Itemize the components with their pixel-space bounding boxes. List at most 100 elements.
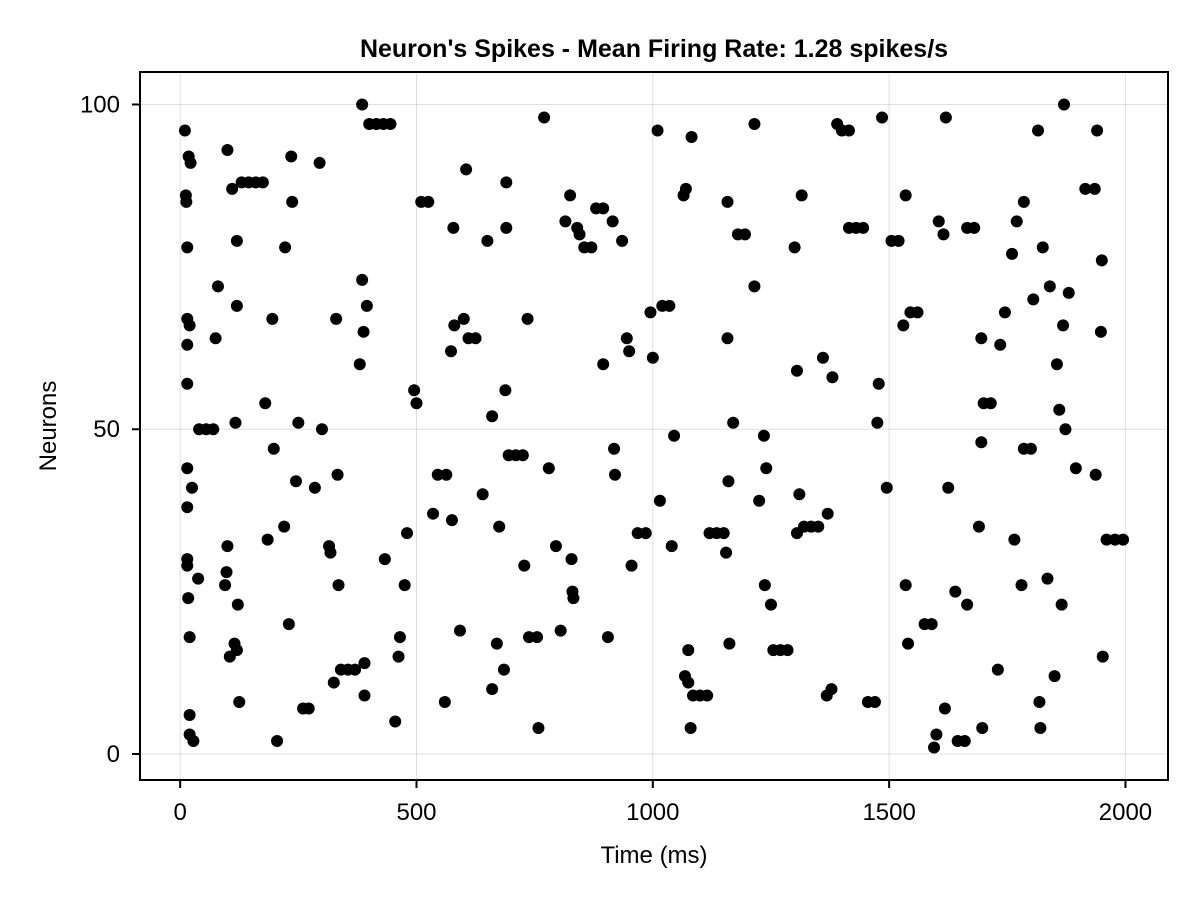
spike-point-189 — [793, 488, 806, 501]
spike-point-213 — [897, 319, 910, 332]
spike-point-45 — [266, 312, 279, 325]
spike-point-102 — [469, 332, 482, 345]
spike-point-105 — [486, 683, 499, 696]
spike-point-259 — [1053, 403, 1066, 416]
spike-point-46 — [267, 442, 280, 455]
spike-point-266 — [1079, 182, 1092, 195]
spike-markers — [178, 98, 1130, 754]
spike-point-49 — [279, 241, 292, 254]
spike-point-140 — [609, 468, 622, 481]
spike-point-52 — [286, 195, 299, 208]
spike-point-178 — [753, 494, 766, 507]
spike-point-106 — [486, 410, 499, 423]
spike-point-109 — [497, 663, 510, 676]
spike-point-131 — [573, 228, 586, 241]
spike-point-61 — [324, 546, 337, 559]
spike-point-111 — [500, 176, 513, 189]
spike-point-3 — [181, 241, 194, 254]
spike-point-231 — [961, 598, 974, 611]
spike-point-240 — [991, 663, 1004, 676]
spike-point-236 — [975, 332, 988, 345]
spike-point-153 — [665, 540, 678, 553]
spike-point-64 — [331, 468, 344, 481]
spike-point-172 — [723, 637, 736, 650]
spike-point-181 — [760, 462, 773, 475]
spike-point-65 — [332, 579, 345, 592]
spike-point-272 — [1096, 650, 1109, 663]
spike-point-242 — [998, 306, 1011, 319]
spike-point-264 — [1062, 286, 1075, 299]
spike-point-37 — [231, 598, 244, 611]
spike-point-74 — [358, 689, 371, 702]
spike-point-251 — [1032, 124, 1045, 137]
spike-point-275 — [1117, 533, 1130, 546]
spike-point-83 — [393, 631, 406, 644]
spike-point-121 — [538, 111, 551, 124]
spike-point-43 — [259, 397, 272, 410]
spike-point-91 — [431, 468, 444, 481]
spike-point-246 — [1015, 579, 1028, 592]
spike-point-182 — [764, 598, 777, 611]
spike-point-31 — [226, 182, 239, 195]
spike-point-108 — [493, 520, 506, 533]
spike-point-256 — [1043, 280, 1056, 293]
spike-point-168 — [720, 546, 733, 559]
spike-point-72 — [357, 325, 370, 338]
spike-point-68 — [349, 663, 362, 676]
spike-point-237 — [976, 722, 989, 735]
spike-point-27 — [220, 566, 233, 579]
spike-point-179 — [757, 429, 770, 442]
spike-point-126 — [564, 189, 577, 202]
spike-point-95 — [445, 514, 458, 527]
x-tick-label-4: 2000 — [1099, 799, 1152, 826]
spike-point-215 — [899, 579, 912, 592]
spike-point-270 — [1094, 325, 1107, 338]
spike-point-262 — [1058, 98, 1071, 111]
spike-point-187 — [790, 364, 803, 377]
spike-point-227 — [942, 481, 955, 494]
spike-point-79 — [378, 553, 391, 566]
spike-point-150 — [653, 494, 666, 507]
spike-point-85 — [401, 527, 414, 540]
spike-point-34 — [230, 234, 243, 247]
spike-point-216 — [902, 637, 915, 650]
spike-point-104 — [481, 234, 494, 247]
spike-point-122 — [542, 462, 555, 475]
spike-point-75 — [360, 299, 373, 312]
spike-point-255 — [1041, 572, 1054, 585]
spike-point-138 — [606, 215, 619, 228]
spike-point-129 — [567, 592, 580, 605]
gridlines — [140, 72, 1168, 780]
spike-point-124 — [554, 624, 567, 637]
spike-point-50 — [282, 618, 295, 631]
spike-point-180 — [758, 579, 771, 592]
spike-point-80 — [384, 117, 397, 130]
spike-point-209 — [876, 111, 889, 124]
spike-point-117 — [521, 312, 534, 325]
spike-point-233 — [968, 221, 981, 234]
spike-point-148 — [646, 351, 659, 364]
spike-point-221 — [928, 741, 941, 754]
spike-point-159 — [682, 644, 695, 657]
spike-point-273 — [1100, 533, 1113, 546]
x-tick-label-1: 500 — [396, 799, 436, 826]
spike-point-133 — [585, 241, 598, 254]
spike-point-136 — [597, 358, 610, 371]
spike-point-51 — [285, 150, 298, 163]
spike-point-107 — [490, 637, 503, 650]
x-tick-label-2: 1000 — [626, 799, 679, 826]
spike-point-53 — [289, 475, 302, 488]
spike-point-176 — [748, 280, 761, 293]
spike-point-244 — [1008, 533, 1021, 546]
spike-point-56 — [302, 702, 315, 715]
spike-point-92 — [438, 696, 451, 709]
spike-point-204 — [857, 221, 870, 234]
spike-point-267 — [1088, 182, 1101, 195]
spike-point-210 — [880, 481, 893, 494]
spike-point-245 — [1010, 215, 1023, 228]
spike-point-152 — [663, 299, 676, 312]
spike-point-120 — [532, 722, 545, 735]
spike-point-98 — [453, 624, 466, 637]
spike-point-271 — [1095, 254, 1108, 267]
spike-point-208 — [872, 377, 885, 390]
